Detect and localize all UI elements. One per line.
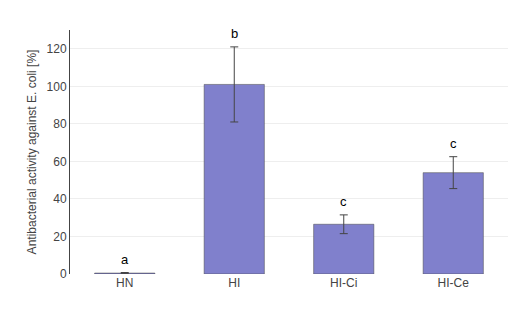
svg-text:HN: HN [116,276,133,290]
svg-text:120: 120 [47,42,67,56]
svg-text:80: 80 [53,117,67,131]
svg-text:Antibacterial activity against: Antibacterial activity against E. coli [… [25,50,39,255]
svg-text:60: 60 [53,155,67,169]
svg-text:c: c [450,136,457,151]
svg-text:20: 20 [53,230,67,244]
svg-text:b: b [231,26,238,41]
svg-text:100: 100 [47,80,67,94]
svg-text:c: c [340,194,347,209]
svg-text:40: 40 [53,192,67,206]
svg-text:a: a [121,252,129,267]
svg-text:0: 0 [60,267,67,281]
svg-text:HI: HI [228,276,240,290]
svg-text:HI-Ci: HI-Ci [330,276,357,290]
svg-text:HI-Ce: HI-Ce [438,276,470,290]
